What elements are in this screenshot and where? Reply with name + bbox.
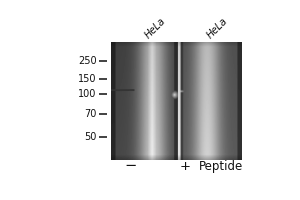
Text: 70: 70: [84, 109, 97, 119]
Text: 100: 100: [78, 89, 97, 99]
Text: Peptide: Peptide: [199, 160, 243, 173]
Text: HeLa: HeLa: [143, 16, 168, 40]
Text: HeLa: HeLa: [205, 16, 230, 40]
Text: 250: 250: [78, 56, 97, 66]
Text: 150: 150: [78, 74, 97, 84]
Text: 50: 50: [84, 132, 97, 142]
Text: +: +: [180, 160, 190, 173]
Text: −: −: [124, 158, 136, 173]
